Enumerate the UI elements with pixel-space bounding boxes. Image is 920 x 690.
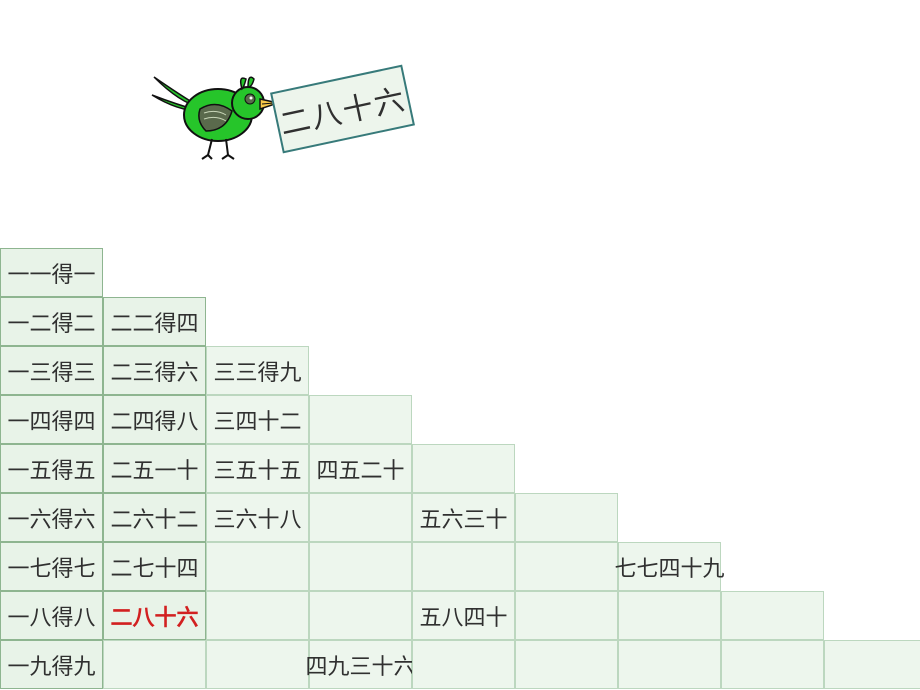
grid-cell-r9-c8 (721, 640, 824, 689)
grid-cell-r8-c1: 一八得八 (0, 591, 103, 640)
grid-cell-r6-c2: 二六十二 (103, 493, 206, 542)
grid-cell-r8-c6 (515, 591, 618, 640)
grid-cell-r9-c5 (412, 640, 515, 689)
grid-cell-r3-c1: 一三得三 (0, 346, 103, 395)
grid-cell-r6-c1: 一六得六 (0, 493, 103, 542)
grid-cell-r9-c7 (618, 640, 721, 689)
grid-cell-r7-c4 (309, 542, 412, 591)
answer-card-text: 二八十六 (275, 74, 409, 144)
grid-cell-r9-c1: 一九得九 (0, 640, 103, 689)
bird-graphic (150, 65, 280, 160)
grid-cell-r8-c5: 五八四十 (412, 591, 515, 640)
grid-cell-r5-c2: 二五一十 (103, 444, 206, 493)
grid-cell-r7-c7: 七七四十九 (618, 542, 721, 591)
grid-cell-r4-c4 (309, 395, 412, 444)
grid-cell-r2-c2: 二二得四 (103, 297, 206, 346)
bird-icon (150, 65, 280, 160)
grid-cell-r6-c3: 三六十八 (206, 493, 309, 542)
grid-cell-r2-c1: 一二得二 (0, 297, 103, 346)
grid-cell-r8-c3 (206, 591, 309, 640)
grid-cell-r9-c3 (206, 640, 309, 689)
grid-cell-r8-c7 (618, 591, 721, 640)
grid-cell-r6-c5: 五六三十 (412, 493, 515, 542)
grid-cell-r9-c9 (824, 640, 920, 689)
grid-cell-r9-c4: 四九三十六 (309, 640, 412, 689)
grid-cell-r5-c4: 四五二十 (309, 444, 412, 493)
grid-cell-r5-c3: 三五十五 (206, 444, 309, 493)
grid-cell-r4-c3: 三四十二 (206, 395, 309, 444)
grid-cell-r8-c8 (721, 591, 824, 640)
answer-card: 二八十六 (270, 65, 415, 154)
grid-cell-r7-c1: 一七得七 (0, 542, 103, 591)
grid-cell-r6-c6 (515, 493, 618, 542)
grid-cell-r9-c6 (515, 640, 618, 689)
grid-cell-r4-c1: 一四得四 (0, 395, 103, 444)
grid-cell-r5-c5 (412, 444, 515, 493)
grid-cell-r7-c2: 二七十四 (103, 542, 206, 591)
grid-cell-r7-c5 (412, 542, 515, 591)
grid-cell-r7-c3 (206, 542, 309, 591)
grid-cell-r6-c4 (309, 493, 412, 542)
grid-cell-r7-c6 (515, 542, 618, 591)
grid-cell-r5-c1: 一五得五 (0, 444, 103, 493)
grid-cell-r8-c2: 二八十六 (103, 591, 206, 640)
grid-cell-r4-c2: 二四得八 (103, 395, 206, 444)
grid-cell-r1-c1: 一一得一 (0, 248, 103, 297)
grid-cell-r9-c2 (103, 640, 206, 689)
grid-cell-r3-c2: 二三得六 (103, 346, 206, 395)
grid-cell-r8-c4 (309, 591, 412, 640)
grid-cell-r3-c3: 三三得九 (206, 346, 309, 395)
